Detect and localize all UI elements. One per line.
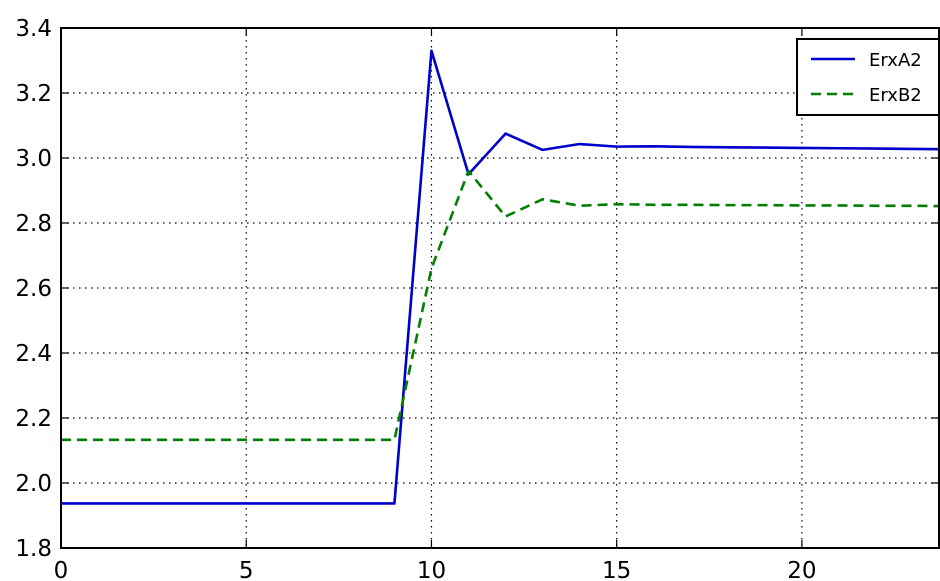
- series-line-erxb2: [61, 169, 940, 442]
- grid: [61, 28, 939, 548]
- y-tick-label: 2.4: [15, 341, 52, 367]
- y-tick-label: 2.0: [15, 471, 52, 497]
- legend-label-erxb2: ErxB2: [869, 85, 922, 106]
- y-tick-label: 2.2: [15, 406, 52, 432]
- x-tick-label: 15: [602, 558, 631, 581]
- y-tick-label: 3.4: [15, 16, 52, 42]
- y-tick-label: 2.6: [15, 276, 52, 302]
- x-tick-label: 20: [787, 558, 816, 581]
- legend-label-erxa2: ErxA2: [869, 50, 922, 71]
- y-tick-label: 3.0: [15, 146, 52, 172]
- series-lines: [61, 49, 940, 505]
- legend-box: [796, 38, 940, 116]
- legend: ErxA2 ErxB2: [796, 38, 940, 116]
- x-tick-label: 5: [239, 558, 254, 581]
- y-tick-label: 2.8: [15, 211, 52, 237]
- x-tick-label: 10: [417, 558, 446, 581]
- y-tick-label: 3.2: [15, 81, 52, 107]
- y-tick-label: 1.8: [15, 536, 52, 562]
- axis-ticks: 0 5 10 15 20 1.8 2.0 2.2 2.4 2.6 2.8 3.0 3.2 3.4: [15, 16, 939, 581]
- x-tick-label: 0: [54, 558, 69, 581]
- series-line-erxa2: [61, 49, 940, 505]
